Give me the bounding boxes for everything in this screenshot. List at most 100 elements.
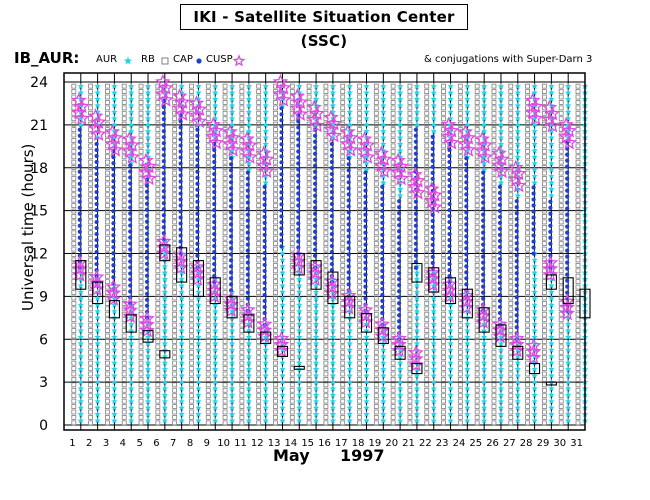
rb-point — [205, 203, 211, 209]
cap-point — [195, 193, 200, 198]
rb-point — [222, 284, 228, 290]
x-tick-label: 23 — [436, 438, 449, 449]
rb-point — [525, 214, 530, 219]
rb-point — [306, 252, 312, 257]
cusp-point — [492, 328, 508, 344]
rb-point — [424, 371, 430, 377]
rb-point — [491, 344, 497, 350]
rb-point — [407, 262, 413, 268]
rb-point — [541, 284, 547, 290]
rb-point — [222, 333, 228, 339]
aur-point — [77, 82, 85, 90]
rb-point — [558, 105, 564, 111]
aur-point — [413, 404, 421, 411]
rb-point — [105, 224, 110, 230]
cap-point — [228, 276, 234, 281]
rb-point — [105, 159, 110, 165]
rb-point — [289, 127, 295, 132]
rb-point — [390, 132, 396, 138]
rb-point — [457, 279, 463, 285]
cap-point — [464, 180, 469, 185]
rb-point — [71, 197, 77, 203]
rb-point — [441, 110, 446, 116]
rb-point — [256, 121, 262, 127]
rb-point — [373, 121, 379, 127]
rb-point — [155, 208, 161, 214]
aur-point — [178, 352, 185, 360]
rb-point — [306, 398, 312, 404]
rb-point — [155, 268, 161, 274]
rb-point — [289, 89, 295, 94]
aur-point — [111, 102, 118, 109]
cap-point — [447, 183, 452, 189]
rb-point — [373, 116, 379, 122]
rb-point — [88, 154, 94, 160]
aur-point — [245, 353, 253, 360]
rb-point — [558, 94, 564, 100]
aur-point — [111, 398, 118, 405]
cusp-point — [342, 129, 359, 145]
aur-point — [128, 115, 135, 122]
rb-point — [373, 382, 379, 388]
cusp-point — [122, 308, 138, 323]
rb-point — [222, 89, 228, 94]
aur-point — [178, 82, 185, 90]
cap-point — [565, 284, 570, 289]
rb-point — [575, 393, 581, 399]
rb-point — [373, 300, 379, 306]
cap-point — [94, 261, 99, 267]
cap-point — [111, 161, 116, 166]
aur-point — [548, 417, 555, 424]
aur-point — [497, 410, 505, 418]
cusp-point — [188, 107, 205, 123]
cusp-point — [558, 116, 574, 132]
rb-point — [575, 83, 581, 89]
rb-point — [273, 279, 278, 285]
aur-point — [212, 340, 219, 347]
rb-point — [155, 284, 161, 290]
cap-point — [514, 259, 519, 264]
rb-point — [121, 214, 127, 219]
cap-point — [195, 241, 200, 246]
cusp-point — [441, 288, 458, 303]
rb-point — [205, 94, 211, 100]
rb-point — [357, 241, 362, 247]
aur-point — [262, 179, 269, 186]
rb-point — [88, 257, 94, 263]
rb-point — [441, 382, 446, 388]
rb-point — [407, 132, 413, 138]
cap-point — [548, 229, 553, 234]
aur-point — [464, 95, 471, 102]
rb-point — [189, 208, 194, 214]
rb-point — [525, 398, 530, 404]
rb-point — [491, 387, 497, 393]
cap-point — [363, 200, 368, 205]
rb-point — [424, 382, 430, 388]
rb-point — [373, 241, 379, 247]
rb-point — [222, 83, 228, 89]
rb-point — [457, 338, 463, 344]
conjugation-box — [529, 362, 541, 375]
rb-point — [558, 246, 564, 252]
cusp-point — [494, 163, 510, 179]
cusp-point — [408, 344, 424, 360]
cap-point — [329, 213, 335, 219]
rb-point — [306, 148, 312, 154]
cap-point — [481, 170, 486, 175]
aur-point — [363, 365, 370, 373]
rb-point — [340, 100, 346, 105]
cap-point — [161, 153, 166, 158]
cap-point — [245, 224, 250, 229]
aur-point — [447, 95, 454, 102]
rb-point — [541, 328, 547, 333]
rb-point — [373, 132, 379, 138]
rb-point — [541, 214, 547, 219]
rb-point — [289, 83, 295, 89]
aur-point — [245, 385, 253, 392]
rb-point — [88, 420, 94, 426]
cap-point — [195, 187, 200, 192]
rb-point — [88, 165, 94, 171]
aur-point — [329, 365, 337, 373]
aur-point — [296, 385, 303, 392]
cusp-point — [376, 151, 393, 167]
